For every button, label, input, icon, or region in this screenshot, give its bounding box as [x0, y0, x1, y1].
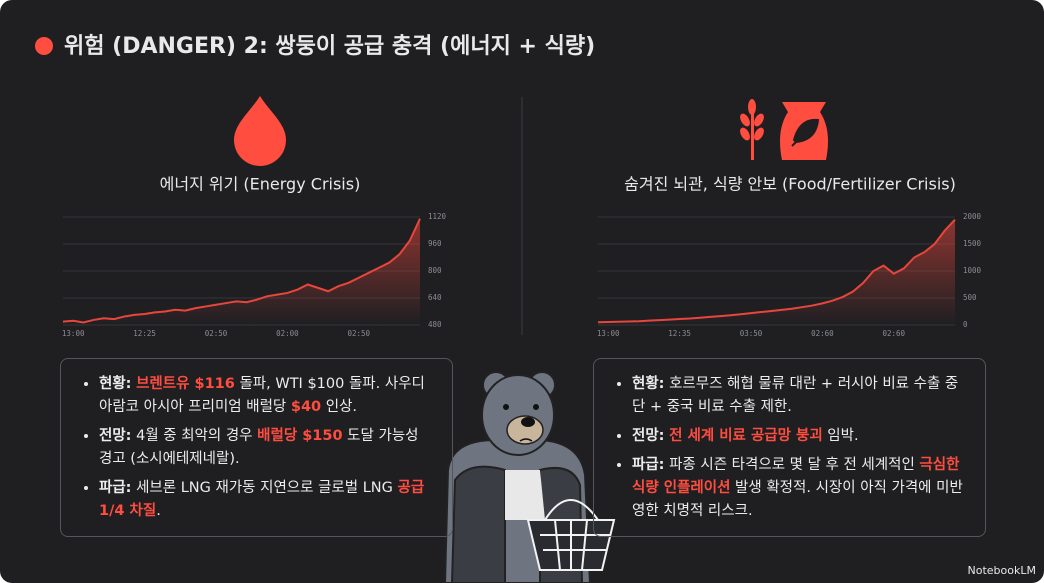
bullet: 현황: 브렌트유 $116 돌파, WTI $100 돌파. 사우디 아람코 아… — [99, 373, 434, 419]
y-tick-label: 960 — [428, 239, 442, 248]
text-run: 브렌트유 $116 — [136, 376, 235, 392]
y-tick-label: 2000 — [963, 212, 982, 221]
text-run: 파급: — [99, 480, 132, 496]
text-run: 극심한 식량 인플레이션 — [632, 457, 965, 496]
text-run: 발생 확정적. 시장이 아직 가격에 미반영한 치명적 리스크. — [632, 480, 963, 519]
y-tick-label: 480 — [428, 320, 442, 329]
text-run: 전 세계 비료 공급망 붕괴 — [669, 428, 823, 444]
drop-icon — [234, 96, 286, 166]
y-tick-label: 1120 — [428, 212, 447, 221]
text-run: 인상. — [321, 399, 358, 415]
text-run: 현황: — [99, 376, 132, 392]
text-run: 세브론 LNG 재가동 지연으로 글로벌 LNG — [131, 480, 398, 496]
text-run: 공급 1/4 차질 — [99, 480, 430, 519]
bullet-list: 현황: 호르무즈 해협 물류 대란 + 러시아 비료 수출 중단 + 중국 비료… — [612, 373, 967, 523]
bullet-list: 현황: 브렌트유 $116 돌파, WTI $100 돌파. 사우디 아람코 아… — [79, 373, 434, 523]
text-run: 현황: — [632, 376, 665, 392]
chart-title: 에너지 위기 (Energy Crisis) — [160, 175, 361, 194]
y-tick-label: 1000 — [963, 266, 982, 275]
bullet: 파급: 파종 시즌 타격으로 몇 달 후 전 세계적인 극심한 식량 인플레이션… — [632, 454, 967, 523]
x-tick-label: 03:50 — [740, 329, 763, 338]
text-run: . — [156, 503, 161, 519]
x-tick-label: 13:00 — [62, 329, 85, 338]
text-run: 임박. — [822, 428, 859, 444]
x-tick-label: 02:50 — [205, 329, 228, 338]
y-tick-label: 640 — [428, 293, 442, 302]
title-dot — [35, 37, 53, 55]
text-run: 파종 시즌 타격으로 몇 달 후 전 세계적인 — [664, 457, 920, 473]
text-run: 파급: — [632, 457, 665, 473]
text-run: $40 — [290, 399, 322, 415]
x-tick-label: 13:00 — [597, 329, 620, 338]
bullet-box: 현황: 호르무즈 해협 물류 대란 + 러시아 비료 수출 중단 + 중국 비료… — [593, 358, 986, 537]
slide-title: 위험 (DANGER) 2: 쌍둥이 공급 충격 (에너지 + 식량) — [64, 33, 595, 59]
line — [597, 219, 956, 324]
bullet: 파급: 세브론 LNG 재가동 지연으로 글로벌 LNG 공급 1/4 차질. — [99, 477, 434, 523]
x-tick-label: 02:50 — [348, 329, 371, 338]
basket — [526, 499, 616, 571]
y-tick-label: 1500 — [963, 239, 982, 248]
text-run: 돌파, WTI $100 돌파. 사우디 아람코 아시아 프리미엄 배럴당 — [99, 376, 430, 415]
x-tick-label: 02:00 — [276, 329, 299, 338]
bullet-box: 현황: 브렌트유 $116 돌파, WTI $100 돌파. 사우디 아람코 아… — [60, 358, 453, 537]
bullet: 현황: 호르무즈 해협 물류 대란 + 러시아 비료 수출 중단 + 중국 비료… — [632, 373, 967, 419]
text-run: 배럴당 $150 — [257, 428, 343, 444]
x-tick-label: 12:25 — [133, 329, 156, 338]
brand: NotebookLM — [968, 564, 1036, 577]
area — [598, 219, 955, 325]
chart-title: 숨겨진 뇌관, 식량 안보 (Food/Fertilizer Crisis) — [624, 175, 956, 194]
x-tick-label: 02:60 — [883, 329, 906, 338]
area — [63, 218, 420, 325]
text-run: 전망: — [99, 428, 132, 444]
x-tick-label: 12:35 — [668, 329, 691, 338]
text-run: 호르무즈 해협 물류 대란 + 러시아 비료 수출 중단 + 중국 비료 수출 … — [632, 376, 959, 415]
text-run: 전망: — [632, 428, 665, 444]
y-tick-label: 0 — [963, 320, 968, 329]
bullet: 전망: 전 세계 비료 공급망 붕괴 임박. — [632, 425, 967, 448]
y-tick-label: 500 — [963, 293, 977, 302]
bullet: 전망: 4월 중 최악의 경우 배럴당 $150 도달 가능성 경고 (소시에테… — [99, 425, 434, 471]
text-run: 도달 가능성 경고 (소시에테제네랄). — [99, 428, 424, 467]
y-tick-label: 800 — [428, 266, 442, 275]
x-tick-label: 02:60 — [811, 329, 834, 338]
wheat-icon — [740, 99, 764, 160]
text-run: 4월 중 최악의 경우 — [131, 428, 258, 444]
line — [62, 218, 421, 324]
leaf-icon — [791, 118, 820, 147]
